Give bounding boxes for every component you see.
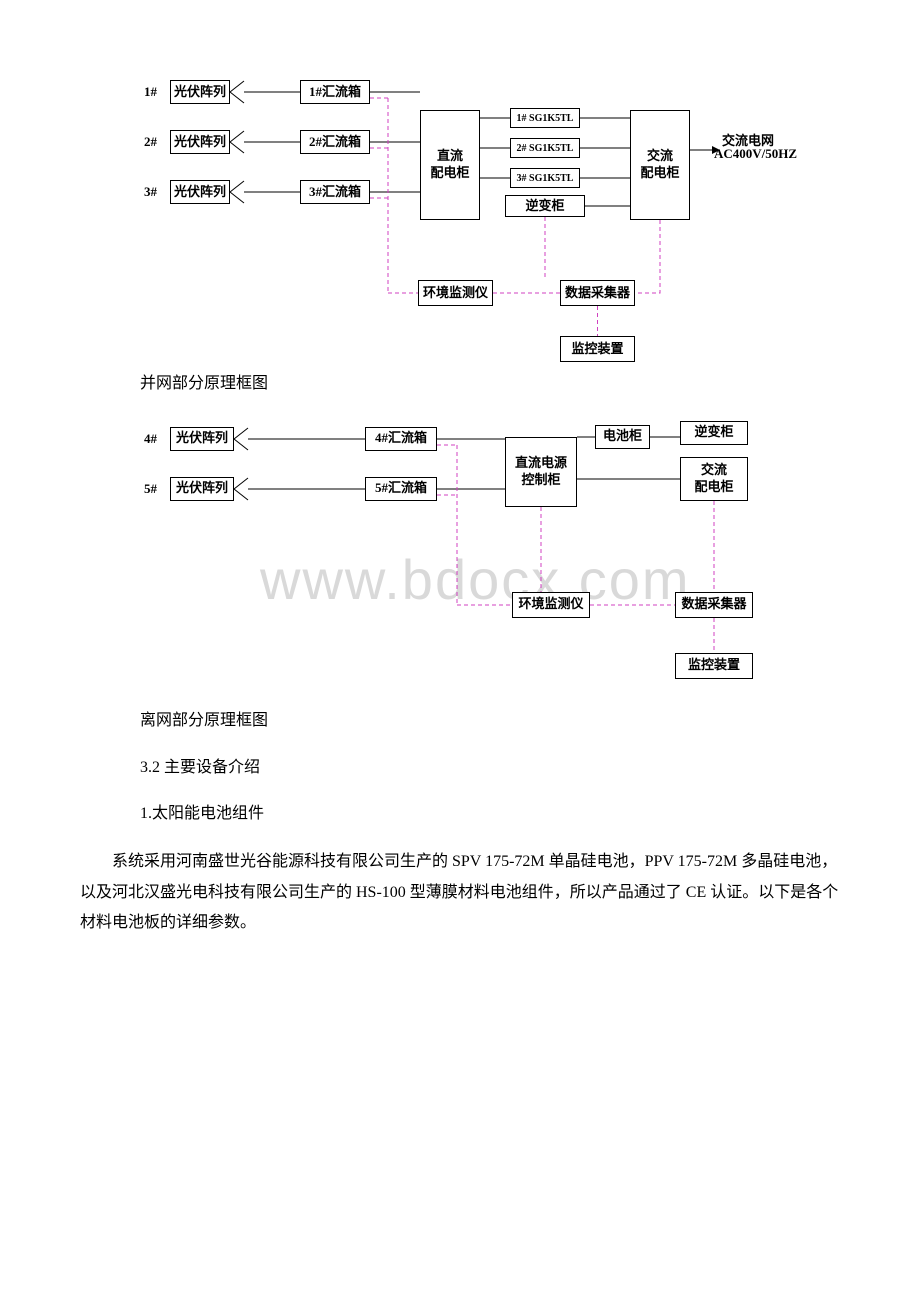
inverter-cabinet: 逆变柜 <box>505 195 585 217</box>
diagram-grid-connected: 1# 光伏阵列 1#汇流箱 2# 光伏阵列 2#汇流箱 3# 光伏阵列 3#汇流箱 直流配电柜 1#… <box>140 60 840 370</box>
sub-heading: 1.太阳能电池组件 <box>140 800 840 829</box>
pv-array: 光伏阵列 <box>170 180 230 204</box>
combiner-box: 5#汇流箱 <box>365 477 437 501</box>
caption-diagram2: 离网部分原理框图 <box>140 707 840 736</box>
ac-cabinet: 交流配电柜 <box>630 110 690 220</box>
ac-cabinet: 交流配电柜 <box>680 457 748 501</box>
monitor-device: 监控装置 <box>675 653 753 679</box>
diagram-off-grid: www.bdocx.com 4#光伏阵列4#汇流箱5#光伏阵列5#汇流箱直流电源… <box>140 417 840 707</box>
body-paragraph: 系统采用河南盛世光谷能源科技有限公司生产的 SPV 175-72M 单晶硅电池，… <box>80 847 840 938</box>
pv-array: 光伏阵列 <box>170 130 230 154</box>
output-label: AC400V/50HZ <box>714 146 797 162</box>
combiner-box: 1#汇流箱 <box>300 80 370 104</box>
combiner-box: 3#汇流箱 <box>300 180 370 204</box>
inverter: 1# SG1K5TL <box>510 108 580 128</box>
inverter: 3# SG1K5TL <box>510 168 580 188</box>
data-collector: 数据采集器 <box>560 280 635 306</box>
caption-diagram1: 并网部分原理框图 <box>140 370 840 399</box>
battery-cabinet: 电池柜 <box>595 425 650 449</box>
combiner-box: 4#汇流箱 <box>365 427 437 451</box>
env-monitor: 环境监测仪 <box>418 280 493 306</box>
row-label: 1# <box>144 84 157 100</box>
diagram1-lines <box>140 60 840 370</box>
combiner-box: 2#汇流箱 <box>300 130 370 154</box>
pv-array: 光伏阵列 <box>170 427 234 451</box>
dc-src-ctrl: 直流电源控制柜 <box>505 437 577 507</box>
env-monitor: 环境监测仪 <box>512 592 590 618</box>
pv-array: 光伏阵列 <box>170 477 234 501</box>
pv-array: 光伏阵列 <box>170 80 230 104</box>
row-label: 4# <box>144 431 157 447</box>
row-label: 5# <box>144 481 157 497</box>
data-collector: 数据采集器 <box>675 592 753 618</box>
inverter-cabinet: 逆变柜 <box>680 421 748 445</box>
inverter: 2# SG1K5TL <box>510 138 580 158</box>
monitor-device: 监控装置 <box>560 336 635 362</box>
row-label: 3# <box>144 184 157 200</box>
dc-cabinet: 直流配电柜 <box>420 110 480 220</box>
page: 1# 光伏阵列 1#汇流箱 2# 光伏阵列 2#汇流箱 3# 光伏阵列 3#汇流箱 直流配电柜 1#… <box>0 0 920 996</box>
section-heading: 3.2 主要设备介绍 <box>140 754 840 783</box>
row-label: 2# <box>144 134 157 150</box>
